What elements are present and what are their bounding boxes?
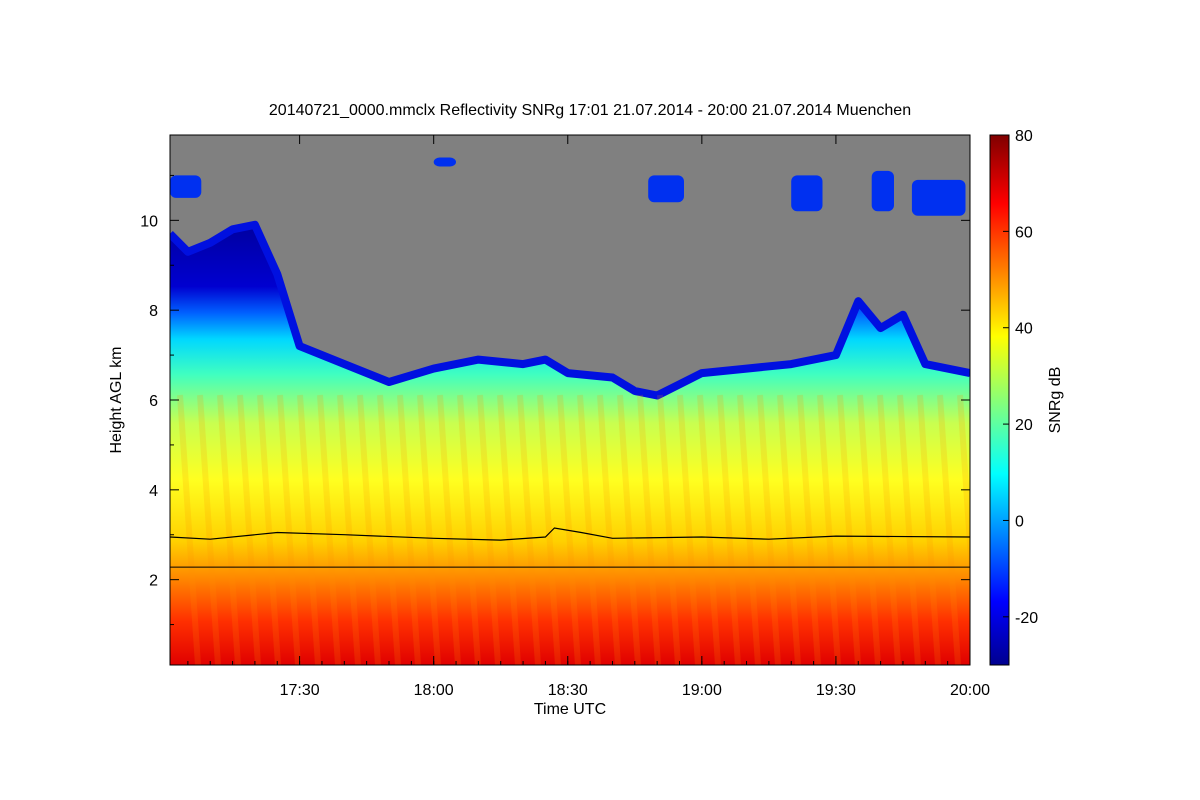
x-axis-label: Time UTC (534, 701, 606, 718)
colorbar-tick-label: 60 (1015, 224, 1033, 241)
fall-streak (837, 394, 861, 665)
fall-streak (177, 394, 201, 665)
fall-streak (457, 394, 481, 665)
fall-streak (237, 394, 261, 665)
colorbar-tick-label: -20 (1015, 610, 1038, 627)
fall-streak (717, 394, 741, 665)
fall-streaks (177, 394, 970, 665)
fall-streak (577, 394, 601, 665)
fall-streak (257, 394, 281, 665)
y-tick-label: 4 (149, 483, 158, 500)
fall-streak (777, 394, 801, 665)
fall-streak (297, 394, 321, 665)
cloud-patch (433, 157, 456, 167)
plot-area (170, 135, 970, 665)
x-tick-label: 19:00 (682, 682, 722, 699)
x-axis: 17:30 18:00 18:30 19:00 19:30 20:00 (187, 135, 990, 699)
fall-streak (797, 394, 821, 665)
y-axis-label: Height AGL km (108, 346, 125, 453)
fall-streak (937, 394, 961, 665)
fall-streak (957, 394, 970, 591)
x-tick-label: 18:30 (548, 682, 588, 699)
cloud-patch (170, 175, 202, 198)
y-tick-label: 10 (140, 213, 158, 230)
x-tick-label: 18:00 (414, 682, 454, 699)
fall-streak (397, 394, 421, 665)
fall-streak (417, 394, 441, 665)
fall-streak (637, 394, 661, 665)
fall-streak (197, 394, 221, 665)
fall-streak (377, 394, 401, 665)
colorbar-tick-label: 20 (1015, 417, 1033, 434)
colorbar-tick-label: 0 (1015, 513, 1024, 530)
cloud-patch (871, 170, 894, 212)
colorbar-axis: -20 0 20 40 60 80 (1003, 128, 1038, 627)
colorbar (989, 134, 1010, 666)
x-tick-label: 20:00 (950, 682, 990, 699)
fall-streak (277, 394, 301, 665)
cloud-patch (791, 175, 823, 212)
fall-streak (857, 394, 881, 665)
fall-streak (217, 394, 241, 665)
colorbar-label: SNRg dB (1047, 367, 1064, 434)
cloud-edge (170, 220, 970, 400)
melting-layer-line (170, 527, 970, 541)
fall-streak (697, 394, 721, 665)
upper-cloud-patches (170, 157, 966, 216)
y-tick-label: 8 (149, 303, 158, 320)
fall-streak (437, 394, 461, 665)
x-tick-label: 19:30 (816, 682, 856, 699)
fall-streak (357, 394, 381, 665)
x-tick-label: 17:30 (280, 682, 320, 699)
fall-streak (317, 394, 341, 665)
chart-title: 20140721_0000.mmclx Reflectivity SNRg 17… (269, 102, 911, 119)
y-tick-label: 2 (149, 573, 158, 590)
fall-streak (617, 394, 641, 665)
colorbar-tick-label: 80 (1015, 128, 1033, 145)
fall-streak (757, 394, 781, 665)
cloud-patch (648, 175, 684, 203)
y-tick-label: 6 (149, 393, 158, 410)
fall-streak (337, 394, 361, 665)
fall-streak (477, 394, 501, 665)
fall-streak (657, 394, 681, 665)
fall-streak (497, 394, 521, 665)
fall-streak (517, 394, 541, 665)
fall-streak (877, 394, 901, 665)
fall-streak (897, 394, 921, 665)
fall-streak (677, 394, 701, 665)
fall-streak (597, 394, 621, 665)
fall-streak (917, 394, 941, 665)
fall-streak (537, 394, 561, 665)
y-axis: 2 4 6 8 10 (140, 174, 970, 626)
reflectivity-field (170, 224, 970, 665)
fall-streak (737, 394, 761, 665)
cloud-patch (911, 179, 966, 216)
fall-streak (817, 394, 841, 665)
colorbar-tick-label: 40 (1015, 321, 1033, 338)
